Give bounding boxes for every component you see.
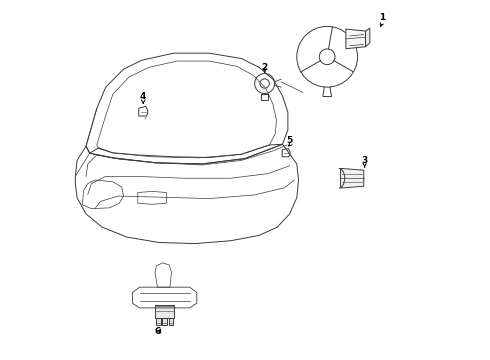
Polygon shape [341,168,364,188]
Text: 5: 5 [287,136,293,145]
Polygon shape [346,29,366,49]
Text: 2: 2 [262,63,268,72]
Polygon shape [169,318,173,325]
Polygon shape [162,318,167,325]
Text: 4: 4 [140,91,147,100]
Text: 1: 1 [379,13,386,22]
Polygon shape [155,305,174,318]
Polygon shape [156,318,161,325]
Polygon shape [366,28,370,47]
Text: 3: 3 [362,156,368,165]
Text: 6: 6 [154,327,161,336]
